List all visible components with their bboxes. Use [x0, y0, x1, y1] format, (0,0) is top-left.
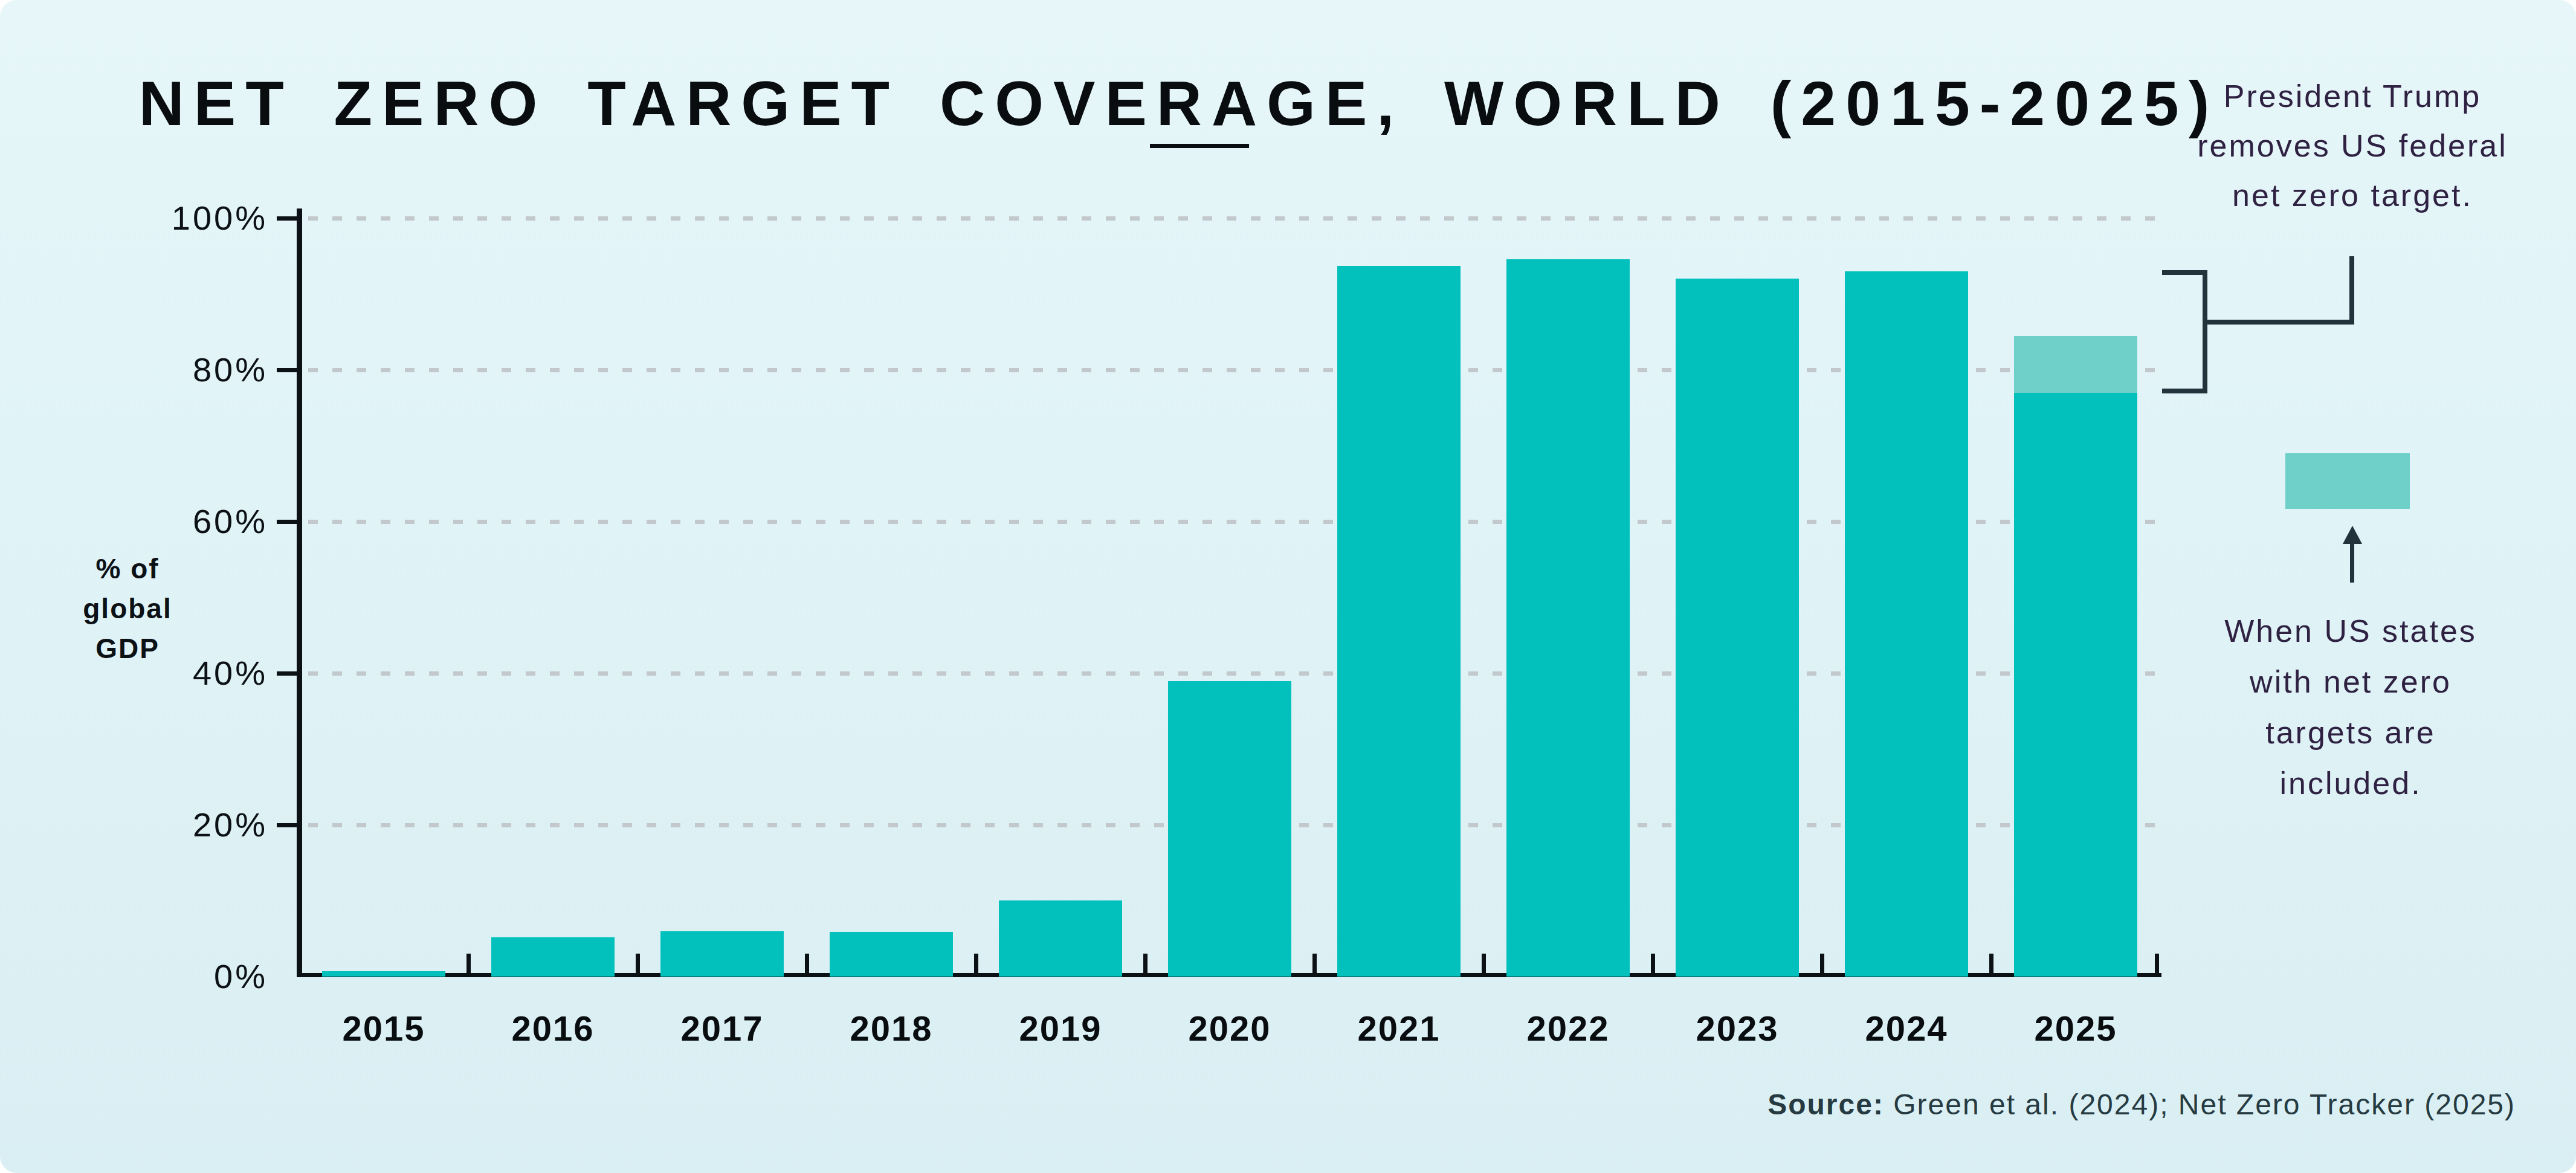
y-tick-label-80: 80%: [98, 351, 268, 389]
legend-caption-line: included.: [2224, 758, 2477, 809]
x-tick-2022: [1482, 954, 1486, 973]
bar-2017: [660, 931, 784, 977]
legend-caption-line: When US states: [2224, 606, 2477, 656]
gridline-100: [308, 216, 2166, 221]
x-tick-label-2025: 2025: [2034, 1008, 2117, 1049]
y-axis-title-line: global: [83, 589, 172, 629]
x-tick-2020: [1143, 954, 1148, 973]
x-tick-2024: [1820, 954, 1824, 973]
bar-2025: [2014, 393, 2137, 977]
bar-2018: [830, 932, 953, 977]
annotation-trump-text: President Trump removes US federal net z…: [2197, 71, 2508, 220]
bar-2019: [999, 900, 1122, 977]
source-text: Green et al. (2024); Net Zero Tracker (2…: [1884, 1088, 2516, 1120]
x-tick-2021: [1312, 954, 1317, 973]
title-underline-decoration: [1150, 144, 1249, 148]
bar-2024: [1845, 271, 1968, 977]
bar-2020: [1168, 681, 1291, 977]
legend-swatch-us-states: [2285, 453, 2410, 509]
bar-2021: [1337, 266, 1461, 977]
annotation-trump-line: removes US federal: [2197, 121, 2508, 170]
bar-2023: [1676, 279, 1799, 977]
bar-2025-us-states-segment: [2014, 336, 2137, 393]
y-tick-40: [277, 671, 299, 676]
x-tick-label-2020: 2020: [1188, 1008, 1271, 1049]
bracket-top-arm: [2162, 270, 2207, 275]
legend-caption-line: targets are: [2224, 707, 2477, 758]
y-tick-60: [277, 520, 299, 524]
chart-title: NET ZERO TARGET COVERAGE, WORLD (2015-20…: [139, 68, 2219, 140]
x-tick-label-2019: 2019: [1019, 1008, 1102, 1049]
x-tick-2023: [1651, 954, 1655, 973]
x-tick-label-2018: 2018: [850, 1008, 932, 1049]
y-tick-label-60: 60%: [98, 502, 268, 541]
y-tick-label-40: 40%: [98, 654, 268, 693]
x-tick-2016: [466, 954, 471, 973]
bar-2015: [322, 971, 445, 977]
x-tick-2025: [1989, 954, 1993, 973]
bracket-riser-line: [2349, 256, 2354, 325]
x-tick-label-2023: 2023: [1696, 1008, 1778, 1049]
y-tick-label-0: 0%: [98, 957, 268, 996]
x-tick-label-2024: 2024: [1865, 1008, 1948, 1049]
up-arrow-icon: [2343, 526, 2362, 544]
y-axis-title: % of global GDP: [83, 549, 172, 668]
y-tick-80: [277, 368, 299, 372]
legend-caption-text: When US states with net zero targets are…: [2224, 606, 2477, 809]
y-tick-label-100: 100%: [98, 199, 268, 238]
bracket-connector-line: [2203, 320, 2354, 325]
x-tick-label-2021: 2021: [1357, 1008, 1440, 1049]
x-tick-2018: [805, 954, 809, 973]
x-tick-label-2016: 2016: [511, 1008, 594, 1049]
x-tick-2017: [636, 954, 640, 973]
x-tick-label-2022: 2022: [1526, 1008, 1609, 1049]
y-axis-title-line: % of: [83, 549, 172, 589]
legend-caption-line: with net zero: [2224, 656, 2477, 707]
bar-2022: [1506, 259, 1630, 977]
infographic-canvas: NET ZERO TARGET COVERAGE, WORLD (2015-20…: [0, 0, 2576, 1173]
source-label: Source:: [1767, 1088, 1884, 1120]
y-tick-label-20: 20%: [98, 806, 268, 844]
up-arrow-shaft: [2350, 543, 2354, 583]
annotation-trump-line: net zero target.: [2197, 170, 2508, 220]
bar-2016: [491, 937, 615, 977]
x-tick-label-2015: 2015: [342, 1008, 425, 1049]
x-tick-2019: [974, 954, 978, 973]
y-tick-100: [277, 216, 299, 221]
source-credit: Source: Green et al. (2024); Net Zero Tr…: [1767, 1088, 2516, 1121]
y-axis-line: [297, 208, 302, 977]
y-tick-20: [277, 823, 299, 827]
x-tick-label-2017: 2017: [680, 1008, 763, 1049]
bracket-vertical-line: [2203, 270, 2207, 393]
annotation-trump-line: President Trump: [2197, 71, 2508, 121]
x-axis-end-tick: [2155, 954, 2159, 973]
bracket-bottom-arm: [2162, 389, 2207, 393]
